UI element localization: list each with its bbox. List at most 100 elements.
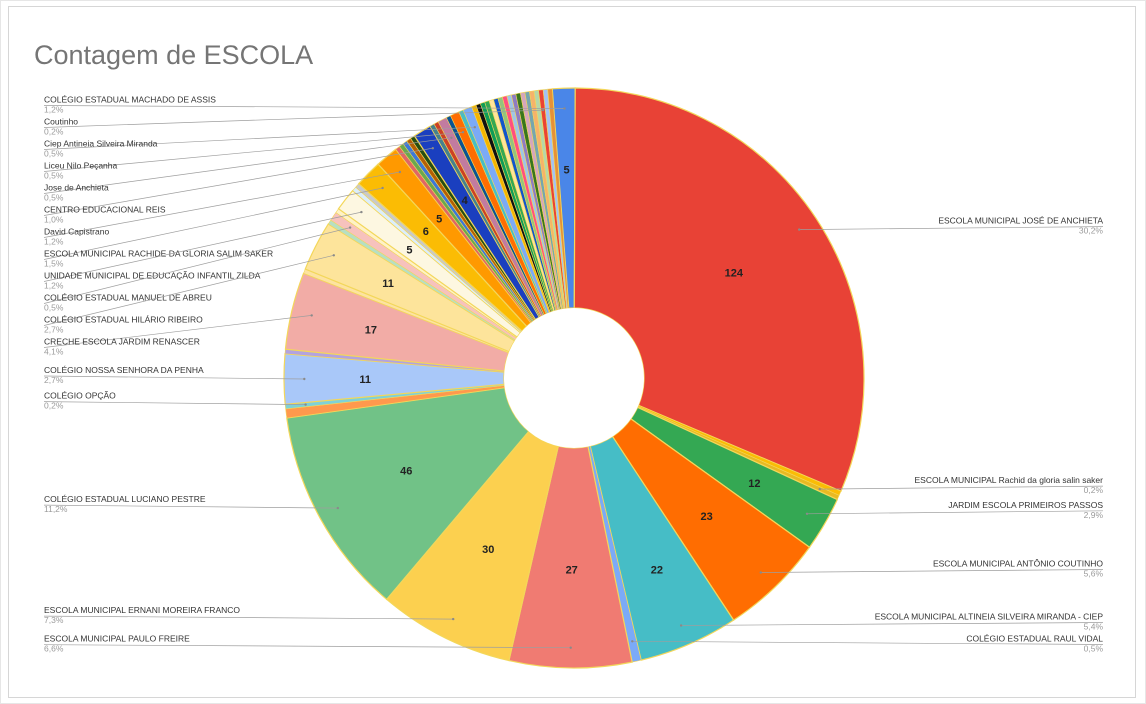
callout-label-escola-municipal-antonio-coutinho: ESCOLA MUNICIPAL ANTÔNIO COUTINHO	[933, 559, 1103, 569]
callout-percent: 1,5%	[44, 259, 64, 269]
callout-percent: 4,1%	[44, 347, 64, 357]
callout-dot	[679, 624, 683, 627]
callout-percent: 0,5%	[44, 303, 64, 313]
callout-label-david-capistrano: David Capistrano	[44, 227, 109, 237]
slice-value-label: 27	[566, 564, 578, 576]
callout-label-colegio-nossa-senhora-da-penha: COLÉGIO NOSSA SENHORA DA PENHA	[44, 365, 204, 375]
callout-line	[43, 615, 454, 620]
callout-percent: 1,2%	[44, 105, 64, 115]
callout-dot	[303, 377, 306, 381]
callout-label-unidade-municipal-de-educacao-infantil-zilda: UNIDADE MUNICIPAL DE EDUCAÇÃO INFANTIL Z…	[44, 271, 261, 281]
callout-label-colegio-estadual-machado-de-assis: COLÉGIO ESTADUAL MACHADO DE ASSIS	[44, 95, 216, 105]
slice-value-label: 6	[423, 226, 429, 238]
callout-label-escola-municipal-jose-de-anchieta: ESCOLA MUNICIPAL JOSÉ DE ANCHIETA	[938, 216, 1103, 226]
callout-dot	[336, 506, 339, 510]
pie-slices	[283, 87, 865, 669]
slice-value-label: 4	[462, 195, 469, 207]
callout-percent: 5,4%	[1084, 622, 1104, 632]
callout-label-centro-educacional-reis: CENTRO EDUCACIONAL REIS	[44, 205, 166, 215]
callout-line	[43, 137, 452, 194]
callout-dot	[348, 226, 352, 229]
callout-label-colegio-estadual-luciano-pestre: COLÉGIO ESTADUAL LUCIANO PESTRE	[44, 494, 206, 504]
callout-line	[43, 105, 565, 109]
callout-line	[43, 147, 433, 216]
callout-label-colegio-estadual-raul-vidal: COLÉGIO ESTADUAL RAUL VIDAL	[966, 634, 1103, 644]
callout-dot	[563, 107, 566, 110]
callout-dot	[431, 147, 434, 150]
slice-value-label: 11	[382, 278, 394, 290]
callout-dot	[805, 512, 809, 515]
callout-line	[43, 126, 475, 150]
sheet-gridline	[0, 0, 1, 704]
callout-label-jose-de-anchieta: Jose de Anchieta	[44, 183, 109, 193]
callout-dot	[473, 126, 476, 129]
callout-line	[43, 504, 338, 509]
callout-dot	[818, 487, 821, 491]
slice-value-label: 46	[400, 465, 412, 477]
callout-dot	[360, 210, 363, 214]
callout-line	[43, 315, 312, 348]
slice-value-label: 5	[564, 164, 570, 176]
slice-value-label: 12	[748, 478, 760, 490]
callout-dot	[461, 131, 465, 134]
callout-dot	[631, 640, 634, 643]
callout-dot	[398, 170, 402, 174]
callout-line	[43, 109, 544, 128]
callout-line	[43, 187, 383, 260]
callout-percent: 0,5%	[44, 193, 64, 203]
callout-label-escola-municipal-paulo-freire: ESCOLA MUNICIPAL PAULO FREIRE	[44, 634, 190, 644]
callout-percent: 1,0%	[44, 215, 64, 225]
callout-label-creche-escola-jardim-renascer: CRECHE ESCOLA JARDIM RENASCER	[44, 337, 200, 347]
callout-line	[43, 254, 334, 326]
callout-label-jardim-escola-primeiros-passos: JARDIM ESCOLA PRIMEIROS PASSOS	[948, 500, 1103, 510]
callout-label-escola-municipal-ernani-moreira-franco: ESCOLA MUNICIPAL ERNANI MOREIRA FRANCO	[44, 605, 240, 615]
callout-label-escola-municipal-rachid-da-gloria-salin-saker: ESCOLA MUNICIPAL Rachid da gloria salin …	[915, 475, 1104, 485]
callout-dot	[381, 186, 384, 190]
callout-percent: 6,6%	[44, 644, 64, 654]
slice-value-label: 5	[406, 245, 412, 257]
callout-percent: 0,2%	[1084, 485, 1104, 495]
callout-label-escola-municipal-altineia-silveira-miranda-ciep: ESCOLA MUNICIPAL ALTINEIA SILVEIRA MIRAN…	[875, 612, 1104, 622]
donut-hole	[504, 308, 644, 448]
callout-label-colegio-estadual-manuel-de-abreu: COLÉGIO ESTADUAL MANUEL DE ABREU	[44, 293, 212, 303]
callout-dot	[332, 254, 335, 257]
callout-percent: 0,5%	[44, 171, 64, 181]
callout-percent: 11,2%	[44, 504, 68, 514]
slice-value-label: 5	[436, 214, 442, 226]
callout-percent: 7,3%	[44, 615, 64, 625]
callout-line	[632, 640, 1104, 645]
slice-value-label: 17	[365, 325, 377, 337]
slice-value-label: 124	[725, 268, 744, 280]
callout-percent: 0,5%	[44, 149, 64, 159]
callout-label-liceu-nilo-pecanha: Liceu Nilo Peçanha	[44, 161, 118, 171]
callout-line	[43, 644, 571, 649]
callout-line	[43, 171, 400, 238]
callout-line	[43, 375, 305, 380]
callout-percent: 1,2%	[44, 237, 64, 247]
callout-percent: 2,9%	[1084, 510, 1104, 520]
callout-label-escola-municipal-rachide-da-gloria-salim-saker: ESCOLA MUNICIPAL RACHIDE DA GLORIA SALIM…	[44, 249, 273, 259]
callout-line	[819, 485, 1104, 490]
slice-value-label: 22	[651, 565, 663, 577]
callout-percent: 0,2%	[44, 401, 64, 411]
sheet-gridline	[0, 0, 1146, 1]
callout-line	[806, 510, 1104, 515]
callout-dot	[541, 108, 545, 112]
callout-label-coutinho: Coutinho	[44, 117, 78, 127]
slice-value-label: 23	[700, 511, 712, 523]
callout-dot	[569, 646, 572, 649]
slice-value-label: 30	[482, 544, 494, 556]
callout-percent: 30,2%	[1079, 226, 1104, 236]
callout-percent: 5,6%	[1084, 569, 1104, 579]
callout-percent: 2,7%	[44, 325, 64, 335]
callout-line	[43, 131, 464, 172]
callout-line	[681, 622, 1104, 626]
slice-value-label: 11	[359, 374, 371, 386]
callout-label-colegio-opcao: COLÉGIO OPÇÃO	[44, 391, 116, 401]
callout-dot	[452, 617, 455, 621]
callout-label-ciep-antineia-silveira-miranda: Ciep Antineia Silveira Miranda	[44, 139, 158, 149]
callout-percent: 1,2%	[44, 281, 64, 291]
